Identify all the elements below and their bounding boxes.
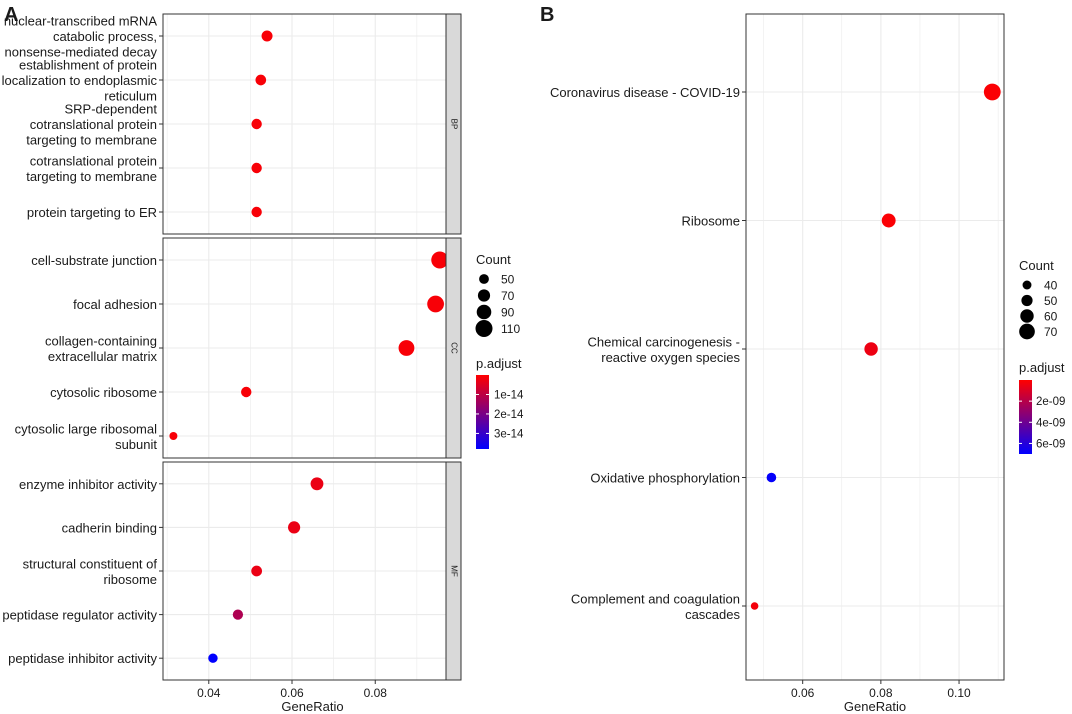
data-point (251, 162, 262, 174)
data-point (983, 83, 1001, 101)
facet-strip (445, 237, 462, 459)
y-tick-label-line: peptidase inhibitor activity (8, 651, 157, 666)
y-tick-label-line: collagen-containing (45, 333, 157, 348)
y-tick-label-line: Ribosome (681, 214, 740, 229)
facet-strip-label: CC (449, 342, 458, 354)
data-point (310, 477, 324, 491)
legend-count-label: 50 (501, 273, 515, 287)
y-tick-label-line: Oxidative phosphorylation (590, 471, 740, 486)
y-tick-label-line: SRP-dependent (64, 102, 157, 117)
legend-count-label: 40 (1044, 279, 1058, 293)
data-point (251, 565, 263, 577)
facet-strip-label: BP (449, 119, 458, 130)
y-tick-label-line: Coronavirus disease - COVID-19 (550, 85, 740, 100)
y-tick-label-line: Complement and coagulation (571, 591, 740, 606)
legend-color-label: 2e-14 (494, 409, 524, 421)
legend-count-key (1019, 323, 1035, 340)
legend-color-bar (1019, 380, 1032, 454)
data-point (251, 118, 262, 130)
x-tick-label: 0.08 (364, 686, 388, 700)
y-tick-label-line: cascades (685, 607, 740, 622)
y-tick-label-line: reticulum (104, 89, 157, 104)
y-tick-label-line: catabolic process, (53, 29, 157, 44)
x-axis-label: GeneRatio (281, 699, 343, 714)
y-tick-label-line: extracellular matrix (48, 349, 158, 364)
data-point (255, 74, 267, 86)
y-tick-label-line: structural constituent of (23, 556, 158, 571)
y-tick-label-line: cell-substrate junction (31, 253, 157, 268)
panel-label-a: A (4, 4, 18, 26)
legend-count-key (1022, 280, 1032, 290)
legend-count-key (1021, 294, 1033, 307)
y-tick-label-line: subunit (115, 437, 157, 452)
panel-label-b: B (540, 4, 554, 26)
legend-count-key (477, 289, 491, 302)
legend-count-label: 110 (501, 322, 520, 336)
facet-strip (445, 461, 462, 681)
y-tick-label-line: Chemical carcinogenesis - (588, 334, 740, 349)
y-tick-label-line: cotranslational protein (30, 117, 157, 132)
y-tick-label-line: nuclear-transcribed mRNA (4, 14, 157, 29)
data-point (232, 609, 244, 620)
y-tick-label-line: nonsense-mediated decay (5, 45, 158, 60)
data-point (208, 653, 218, 663)
data-point (241, 386, 252, 398)
legend-color-label: 3e-14 (494, 428, 524, 440)
legend-count-key (479, 274, 489, 284)
data-point (427, 295, 444, 313)
y-tick-label-line: reactive oxygen species (601, 350, 740, 365)
y-tick-label-line: protein targeting to ER (27, 205, 157, 220)
data-point (881, 213, 896, 228)
y-tick-label-line: cotranslational protein (30, 153, 157, 168)
x-tick-label: 0.08 (869, 686, 893, 700)
data-point (169, 432, 178, 440)
y-tick-label-line: ribosome (104, 572, 157, 587)
facet-strip-label: MF (449, 565, 458, 577)
x-tick-label: 0.06 (791, 686, 815, 700)
x-tick-label: 0.10 (947, 686, 971, 700)
x-tick-label: 0.04 (197, 686, 221, 700)
data-point (261, 30, 273, 42)
data-point (287, 521, 301, 534)
y-tick-label-line: focal adhesion (73, 297, 157, 312)
data-point (398, 340, 415, 356)
data-point (864, 342, 878, 356)
y-tick-label-line: cytosolic large ribosomal (15, 421, 157, 436)
y-tick-label-line: enzyme inhibitor activity (19, 477, 157, 492)
y-tick-label-line: cytosolic ribosome (50, 385, 157, 400)
legend-count-label: 70 (501, 289, 515, 303)
x-tick-label: 0.06 (280, 686, 304, 700)
legend-count-label: 50 (1044, 294, 1058, 308)
data-point (750, 602, 759, 610)
legend-count-key (475, 320, 493, 337)
facet-strip (445, 13, 462, 235)
data-point (431, 251, 449, 269)
data-point (251, 206, 262, 218)
y-tick-label-line: cadherin binding (62, 520, 157, 535)
legend-count-key (476, 304, 492, 320)
y-tick-label-line: targeting to membrane (26, 133, 157, 148)
legend-color-label: 6e-09 (1036, 438, 1065, 450)
x-axis-label: GeneRatio (844, 699, 906, 714)
legend-color-title: p.adjust (1019, 360, 1065, 375)
y-tick-label-line: establishment of protein (19, 58, 157, 73)
panel-b-border (745, 13, 1005, 681)
data-point (766, 472, 777, 483)
legend-count-title: Count (476, 252, 511, 267)
legend-count-label: 60 (1044, 310, 1058, 324)
y-tick-label-line: targeting to membrane (26, 169, 157, 184)
legend-color-label: 1e-14 (494, 389, 524, 401)
legend-color-title: p.adjust (476, 356, 522, 371)
legend-color-label: 2e-09 (1036, 396, 1065, 408)
legend-color-bar (476, 375, 489, 449)
y-tick-label-line: localization to endoplasmic (2, 73, 158, 88)
legend-color-label: 4e-09 (1036, 417, 1065, 429)
legend-count-label: 90 (501, 306, 515, 320)
legend-count-label: 70 (1044, 325, 1058, 339)
legend-count-title: Count (1019, 258, 1054, 273)
legend-count-key (1020, 309, 1034, 323)
y-tick-label-line: peptidase regulator activity (2, 608, 157, 623)
